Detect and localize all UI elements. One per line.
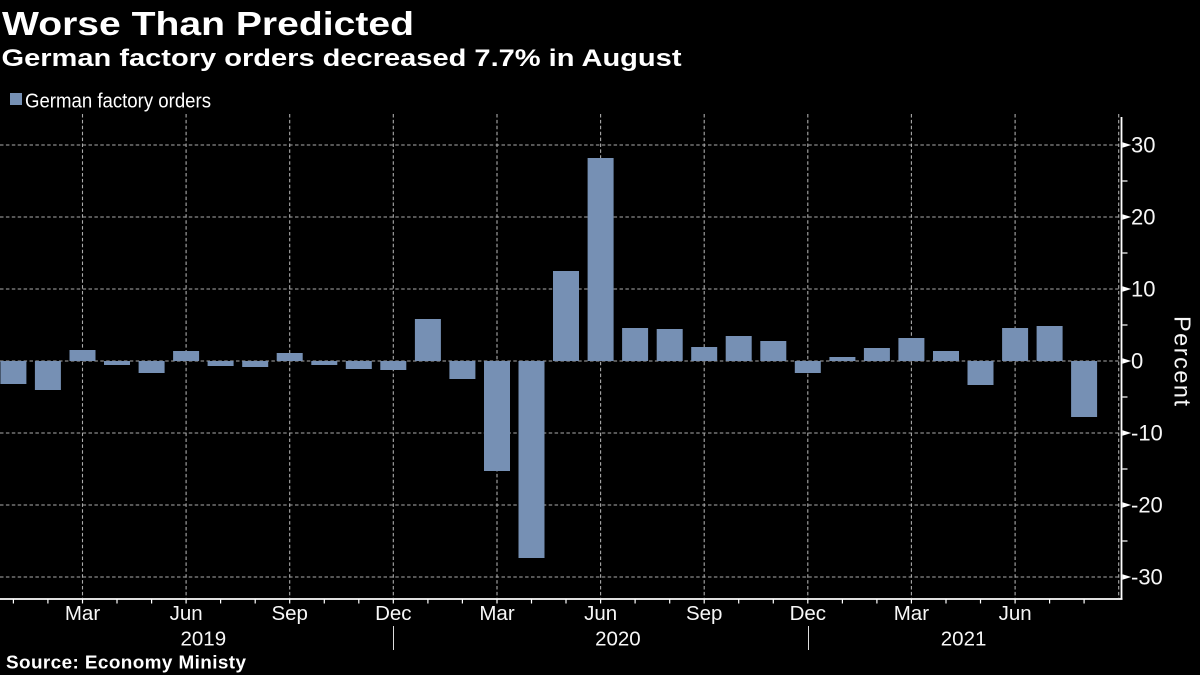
svg-text:2020: 2020 [595, 628, 641, 651]
svg-text:Mar: Mar [65, 602, 100, 625]
svg-text:Dec: Dec [375, 602, 411, 625]
svg-text:20: 20 [1131, 205, 1155, 230]
svg-text:0: 0 [1131, 349, 1143, 374]
svg-text:Sep: Sep [271, 602, 307, 625]
svg-text:-10: -10 [1131, 421, 1163, 446]
svg-text:German factory orders: German factory orders [25, 90, 211, 113]
svg-text:10: 10 [1131, 277, 1155, 302]
svg-text:-20: -20 [1131, 493, 1163, 518]
svg-text:Mar: Mar [894, 602, 929, 625]
svg-text:Percent: Percent [1170, 316, 1196, 406]
svg-text:2021: 2021 [941, 628, 987, 651]
svg-text:Jun: Jun [584, 602, 617, 625]
svg-text:German factory orders decrease: German factory orders decreased 7.7% in … [2, 45, 682, 72]
svg-text:Jun: Jun [170, 602, 203, 625]
svg-text:30: 30 [1131, 133, 1155, 158]
svg-text:Jun: Jun [999, 602, 1032, 625]
svg-text:Worse Than Predicted: Worse Than Predicted [2, 6, 414, 43]
svg-text:Source: Economy Ministy: Source: Economy Ministy [6, 653, 246, 674]
svg-text:2019: 2019 [180, 628, 226, 651]
svg-text:-30: -30 [1131, 565, 1163, 590]
svg-text:Dec: Dec [790, 602, 826, 625]
svg-text:Mar: Mar [479, 602, 514, 625]
svg-text:Sep: Sep [686, 602, 722, 625]
